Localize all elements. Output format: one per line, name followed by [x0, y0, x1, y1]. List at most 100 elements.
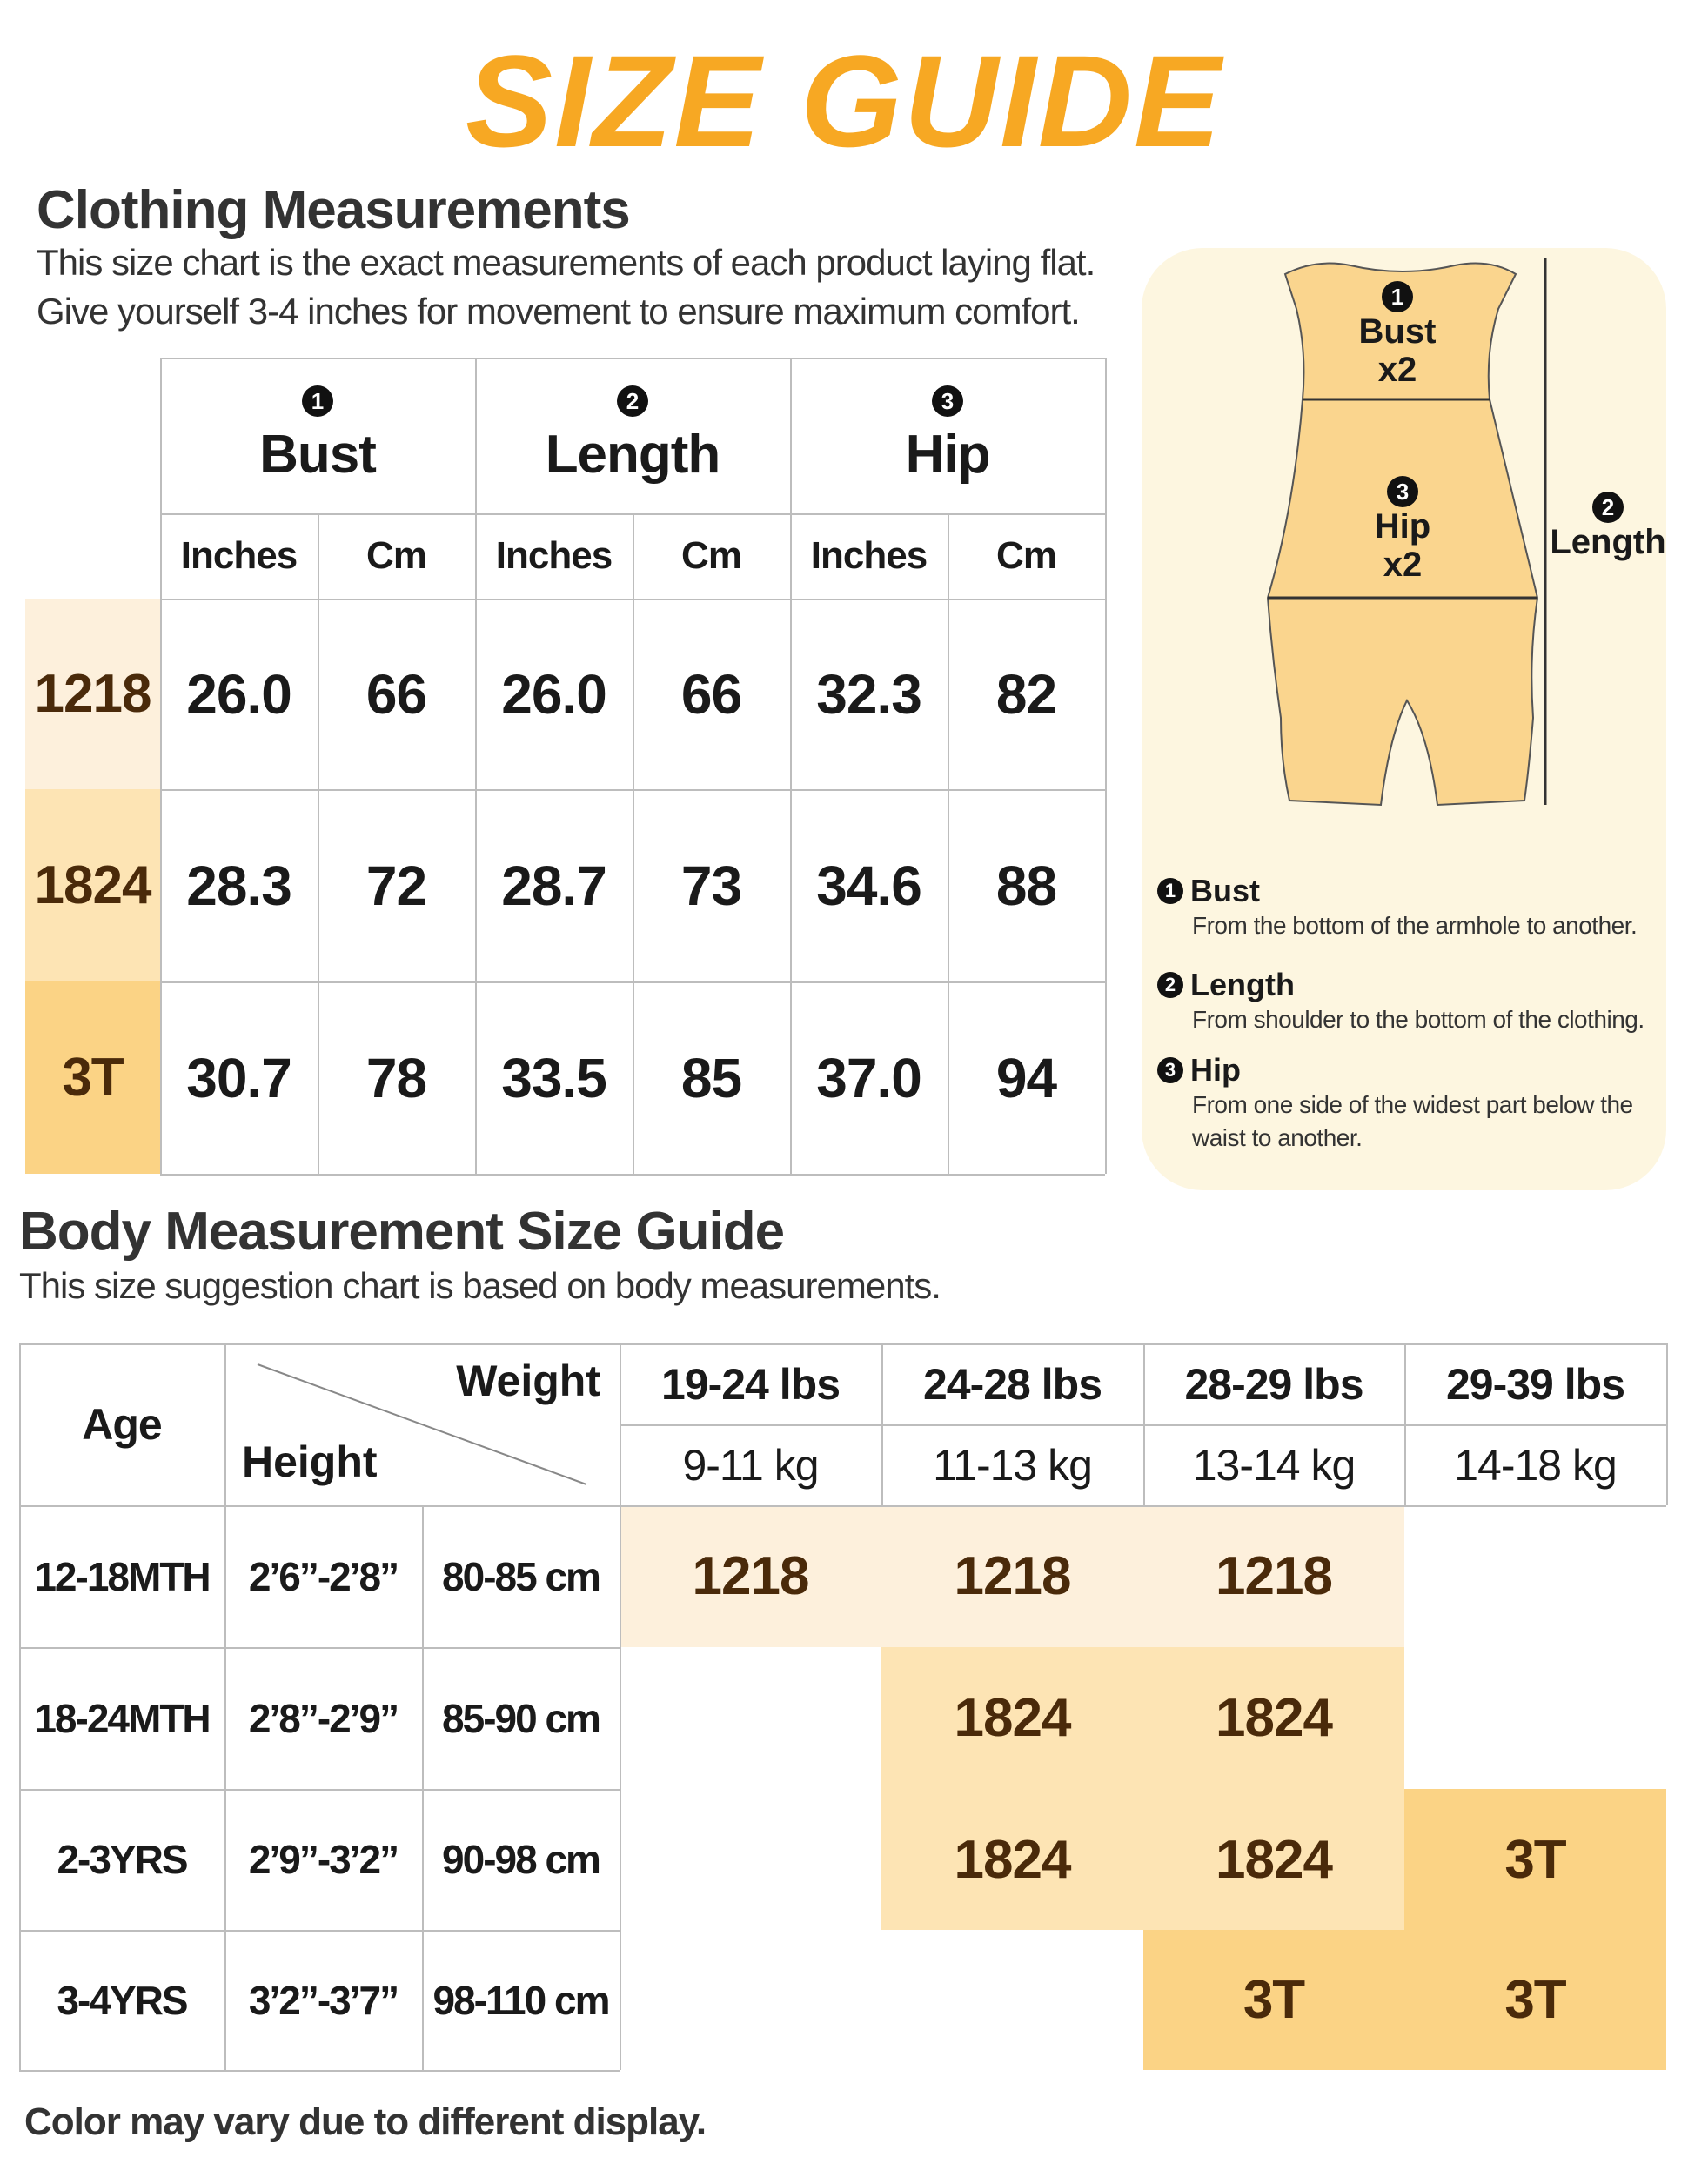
value-cell: 94 [995, 1046, 1057, 1109]
label-name: Bust [1358, 312, 1437, 351]
value-cell: 32.3 [816, 662, 922, 726]
height-header: Height [242, 1437, 378, 1486]
number-badge: 3 [1157, 1057, 1183, 1083]
group-header: 3 Hip [790, 358, 1105, 513]
label-multiplier: x2 [1377, 351, 1417, 389]
grid-line [881, 1343, 883, 1505]
grid-line [19, 1343, 1666, 1345]
row-label: 2’8”-2’9” [248, 1695, 399, 1741]
size-cell: 3T [1404, 1789, 1666, 1930]
row-label: 3’2”-3’7” [248, 1977, 399, 2023]
size-cell: 1218 [881, 1505, 1143, 1647]
grid-line [19, 2070, 620, 2072]
age-header: Age [82, 1400, 162, 1449]
label-name: Hip [1374, 507, 1431, 546]
value-cell: 37.0 [816, 1046, 922, 1109]
group-header: 1 Bust [160, 358, 475, 513]
value-cell: 66 [365, 662, 427, 726]
grid-line [19, 1647, 620, 1649]
row-label: 98-110 cm [432, 1977, 611, 2023]
title: SIZE GUIDE [465, 28, 1223, 174]
number-badge: 1 [1157, 878, 1183, 904]
note-title: Hip [1190, 1052, 1241, 1088]
value-cell: 33.5 [501, 1046, 607, 1109]
unit-header: Inches [810, 534, 928, 577]
size-label: 1218 [25, 599, 160, 789]
row-label: 2’6”-2’8” [248, 1553, 399, 1599]
group-label: Bust [259, 425, 377, 485]
size-cell: 1218 [620, 1505, 881, 1647]
grid-line [19, 1343, 21, 2070]
unit-header: Inches [495, 534, 613, 577]
weight-lbs: 28-29 lbs [1184, 1359, 1363, 1409]
unit-header: Inches [180, 534, 298, 577]
grid-line [160, 358, 1105, 359]
size-label: 1824 [25, 789, 160, 981]
value-cell: 73 [680, 854, 742, 917]
number-badge: 1 [1382, 281, 1413, 312]
note-heading: 3 Hip [1157, 1052, 1644, 1089]
number-badge: 1 [302, 385, 333, 417]
grid-line [1404, 1343, 1406, 1505]
grid-line [633, 513, 634, 1174]
row-label: 90-98 cm [442, 1837, 601, 1882]
grid-line [620, 1424, 1666, 1426]
garment-diagram [1266, 258, 1547, 807]
grid-line [160, 1174, 1105, 1176]
grid-line [620, 1343, 621, 2070]
row-label: 18-24MTH [34, 1695, 211, 1741]
grid-line [1666, 1343, 1668, 1505]
number-badge: 3 [1387, 476, 1418, 507]
label-name: Length [1550, 523, 1666, 561]
number-badge: 2 [1157, 972, 1183, 998]
number-badge: 3 [932, 385, 963, 417]
note-title: Bust [1190, 873, 1260, 908]
value-cell: 28.3 [186, 854, 292, 917]
note-text: From the bottom of the armhole to anothe… [1192, 912, 1638, 939]
grid-line [948, 513, 949, 1174]
grid-line [422, 1505, 424, 2070]
value-cell: 26.0 [186, 662, 292, 726]
note-heading: 2 Length [1157, 967, 1644, 1003]
size-cell: 1824 [1143, 1789, 1404, 1930]
unit-header: Cm [681, 534, 742, 577]
row-label: 80-85 cm [442, 1553, 601, 1599]
note: 3 Hip From one side of the widest part bel… [1157, 1052, 1644, 1155]
note-title: Length [1190, 967, 1295, 1002]
weight-lbs: 29-39 lbs [1445, 1359, 1625, 1409]
grid-line [19, 1505, 1666, 1507]
weight-header: Weight [456, 1357, 600, 1405]
size-cell: 3T [1143, 1930, 1404, 2070]
weight-kg: 11-13 kg [933, 1440, 1093, 1490]
grid-line [318, 513, 319, 1174]
unit-header: Cm [366, 534, 427, 577]
group-label: Hip [905, 425, 991, 485]
value-cell: 78 [365, 1046, 427, 1109]
value-cell: 26.0 [501, 662, 607, 726]
unit-header: Cm [996, 534, 1057, 577]
note-text: From one side of the widest part below t… [1192, 1091, 1633, 1151]
weight-kg: 13-14 kg [1192, 1440, 1356, 1490]
diagram-label: 3 Hip x2 [1324, 476, 1481, 584]
description: This size suggestion chart is based on b… [19, 1265, 941, 1306]
grid-line [19, 1789, 620, 1791]
value-cell: 82 [995, 662, 1057, 726]
weight-lbs: 19-24 lbs [660, 1359, 841, 1409]
note: 2 Length From shoulder to the bottom of th… [1157, 967, 1644, 1036]
grid-line [224, 1343, 226, 2070]
value-cell: 72 [365, 854, 427, 917]
group-header: 2 Length [475, 358, 790, 513]
grid-line [1105, 358, 1107, 1174]
description: Give yourself 3-4 inches for movement to… [37, 291, 1081, 332]
row-label: 85-90 cm [442, 1695, 601, 1741]
weight-kg: 9-11 kg [682, 1440, 819, 1490]
value-cell: 85 [680, 1046, 742, 1109]
size-cell: 1218 [1143, 1505, 1404, 1647]
weight-lbs: 24-28 lbs [922, 1359, 1102, 1409]
note-text: From shoulder to the bottom of the cloth… [1192, 1006, 1644, 1033]
heading: Body Measurement Size Guide [19, 1202, 785, 1262]
grid-line [160, 358, 162, 1174]
heading: Clothing Measurements [37, 180, 631, 240]
size-label: 3T [25, 981, 160, 1174]
